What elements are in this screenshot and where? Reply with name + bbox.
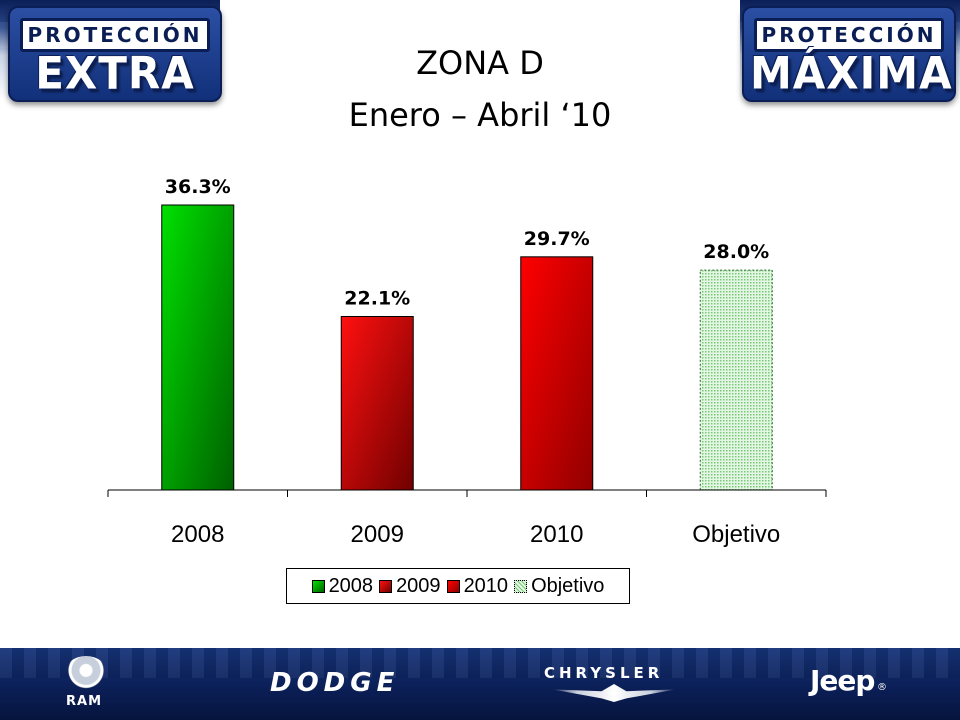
brand-jeep: Jeep: [810, 664, 875, 697]
ram-logo-icon: [64, 656, 108, 692]
legend-swatch-2009: [379, 579, 393, 593]
chart-legend: 2008 2009 2010 Objetivo: [286, 568, 630, 604]
proteccion-maxima-badge: PROTECCIÓN MÁXIMA: [742, 6, 956, 102]
legend-label-2008: 2008: [328, 574, 374, 597]
brand-ram: RAM: [66, 694, 103, 709]
data-label-objetivo: 28.0%: [703, 241, 769, 263]
brand-dodge: DODGE: [270, 668, 400, 698]
slide-title-line2: Enero – Abril ‘10: [348, 96, 612, 134]
legend-item-2009: 2009: [379, 575, 441, 598]
x-tick-label-2008: 2008: [171, 521, 224, 548]
bar-2008: [161, 204, 235, 491]
badge-left-big-text: EXTRA: [35, 47, 195, 100]
bar-2009: [340, 315, 414, 491]
brand-chrysler: CHRYSLER: [544, 664, 664, 682]
bar-chart: 36.3% 2008 22.1% 2009 29.7% 2010 28.0% Objetivo: [107, 176, 827, 548]
x-tick-label-objetivo: Objetivo: [692, 521, 780, 548]
bottom-brand-band: [0, 648, 960, 720]
bar-objetivo: [699, 269, 773, 491]
data-label-2010: 29.7%: [524, 228, 590, 250]
x-tick-label-2009: 2009: [351, 521, 404, 548]
data-label-2008: 36.3%: [165, 176, 231, 198]
proteccion-extra-badge: PROTECCIÓN EXTRA: [8, 6, 222, 102]
legend-item-objetivo: Objetivo: [514, 575, 604, 598]
legend-item-2010: 2010: [446, 574, 509, 598]
badge-left-top-text: PROTECCIÓN: [20, 18, 210, 52]
legend-swatch-2010: [446, 579, 460, 593]
x-tick-label-2010: 2010: [530, 521, 583, 548]
jeep-registered-mark: ®: [877, 682, 887, 693]
title-background: [220, 0, 740, 140]
legend-swatch-2008: [311, 579, 325, 593]
legend-swatch-objetivo: [514, 579, 528, 593]
bar-2010: [520, 256, 594, 491]
legend-label-2009: 2009: [396, 574, 441, 597]
legend-item-2008: 2008: [311, 574, 374, 598]
legend-label-2010: 2010: [463, 574, 509, 597]
badge-right-top-text: PROTECCIÓN: [754, 18, 944, 52]
legend-label-objetivo: Objetivo: [531, 574, 605, 597]
badge-right-big-text: MÁXIMA: [750, 47, 953, 100]
data-label-2009: 22.1%: [344, 287, 410, 309]
slide-title-line1: ZONA D: [416, 44, 544, 82]
